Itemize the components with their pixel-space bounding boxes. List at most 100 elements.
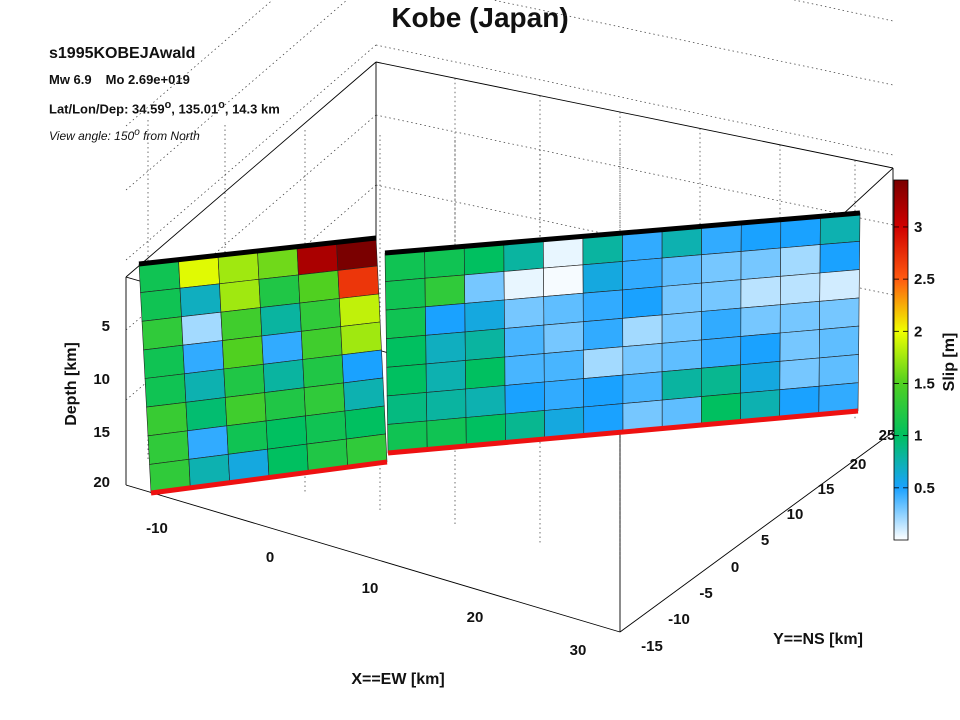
- view-angle-line: View angle: 150o from North: [49, 127, 200, 143]
- mw-value: Mw 6.9: [49, 72, 92, 87]
- segment-2-patch: [424, 303, 466, 336]
- segment-2-patch: [818, 325, 860, 359]
- z-tick-label: 5: [102, 318, 110, 335]
- x-tick-label: -10: [146, 520, 168, 537]
- segment-2-patch: [622, 286, 663, 319]
- degree-mark: o: [164, 99, 172, 111]
- segment-1-patch: [141, 316, 184, 351]
- segment-2-patch: [582, 261, 623, 294]
- segment-1-patch: [303, 382, 346, 417]
- segment-2-patch: [622, 342, 663, 376]
- segment-2-patch: [386, 363, 427, 397]
- colorbar-tick-label: 2.5: [914, 271, 935, 288]
- fault-segment-1: [138, 235, 388, 496]
- z-tick-label: 10: [93, 371, 110, 388]
- mo-value: Mo 2.69e+019: [105, 72, 190, 87]
- segment-1-patch: [343, 377, 385, 412]
- gridline: [491, 0, 894, 86]
- segment-2-patch: [661, 282, 702, 316]
- magnitude-line: Mw 6.9 Mo 2.69e+019: [49, 72, 190, 87]
- lat-value: 34.59: [132, 101, 165, 117]
- segment-2-patch: [740, 332, 781, 366]
- colorbar-tick-label: 1.5: [914, 375, 935, 392]
- segment-2-patch: [701, 364, 742, 397]
- gridline: [792, 0, 894, 22]
- colorbar-tick-label: 0.5: [914, 480, 935, 497]
- y-tick-label: 15: [818, 481, 835, 498]
- segment-2-patch: [503, 296, 545, 329]
- segment-1-patch: [262, 359, 305, 393]
- segment-1-patch: [185, 397, 228, 432]
- segment-1-top-edge: [138, 235, 377, 267]
- segment-2-patch: [661, 254, 702, 287]
- segment-2-patch: [465, 356, 506, 390]
- segment-2-patch: [583, 374, 624, 408]
- axes-box-edge: [125, 484, 621, 633]
- segment-2-patch: [622, 314, 663, 348]
- lon-value: 135.01: [178, 101, 219, 117]
- depth-value: 14.3 km: [232, 101, 280, 117]
- segment-2-patch: [543, 264, 584, 297]
- z-axis-label: Depth [km]: [63, 342, 80, 426]
- axes-box-edge: [375, 61, 894, 169]
- segment-1-patch: [300, 326, 343, 360]
- x-tick-label: 10: [362, 580, 379, 597]
- segment-1-patch: [147, 430, 190, 465]
- segment-2-patch: [425, 331, 466, 365]
- colorbar-tick-label: 2: [914, 323, 922, 340]
- segment-1-patch: [340, 321, 382, 356]
- segment-2-patch: [582, 317, 624, 351]
- segment-1-patch: [143, 344, 185, 379]
- y-tick-label: 10: [787, 506, 804, 523]
- colorbar: 0.5 1 1.5 2 2.5 3: [893, 179, 935, 541]
- y-tick-label: 5: [761, 532, 769, 549]
- segment-1-patch: [224, 392, 267, 427]
- y-tick-label: 20: [850, 456, 867, 473]
- segment-1-patch: [181, 311, 223, 346]
- gridline: [125, 0, 348, 191]
- segment-2-patch: [543, 378, 585, 411]
- segment-1-patch: [187, 425, 229, 460]
- segment-1-patch: [140, 287, 182, 322]
- segment-2-patch: [543, 321, 584, 354]
- segment-2-patch: [701, 307, 742, 341]
- segment-2-patch: [818, 354, 859, 387]
- colorbar-tick-label: 3: [914, 219, 922, 236]
- segment-2-patch: [464, 271, 505, 304]
- segment-1-patch: [144, 373, 187, 408]
- segment-2-patch: [385, 277, 426, 311]
- segment-2-patch: [465, 385, 506, 418]
- segment-1-patch: [298, 270, 340, 304]
- segment-2-top-edge: [384, 210, 861, 256]
- y-tick-label: 25: [879, 427, 896, 444]
- degree-mark: o: [218, 99, 225, 111]
- colorbar-gradient: [893, 179, 909, 541]
- colorbar-label: Slip [m]: [941, 333, 958, 392]
- y-tick-label: -10: [668, 611, 690, 628]
- segment-1-patch: [338, 293, 381, 327]
- segment-2-patch: [779, 300, 821, 334]
- axis-ticks: 5 10 15 20 -10 0 10 20 30 -15 -10 -5 0 5 10 15 20 25: [93, 318, 895, 659]
- gridline: [375, 44, 894, 156]
- segment-1-patch: [299, 298, 342, 332]
- segment-1-patch: [344, 405, 386, 440]
- segment-1-patch: [226, 420, 268, 455]
- segment-2-patch: [426, 388, 467, 422]
- axes-box-edge: [125, 61, 377, 278]
- segment-1-patch: [264, 387, 306, 422]
- segment-2-patch: [780, 244, 821, 277]
- segment-2-patch: [779, 357, 820, 391]
- segment-2-patch: [661, 367, 702, 401]
- segment-2-patch: [779, 272, 821, 306]
- segment-2-patch: [386, 392, 428, 425]
- segment-1-patch: [261, 330, 304, 365]
- x-tick-label: 0: [266, 549, 274, 566]
- segment-1-patch: [179, 283, 222, 318]
- x-axis-label: X==EW [km]: [351, 671, 444, 688]
- fault-segment-2: [384, 210, 861, 456]
- segment-2-patch: [740, 304, 781, 337]
- segment-2-patch: [503, 267, 545, 301]
- segment-1-patch: [265, 415, 308, 450]
- gridline: [375, 114, 894, 226]
